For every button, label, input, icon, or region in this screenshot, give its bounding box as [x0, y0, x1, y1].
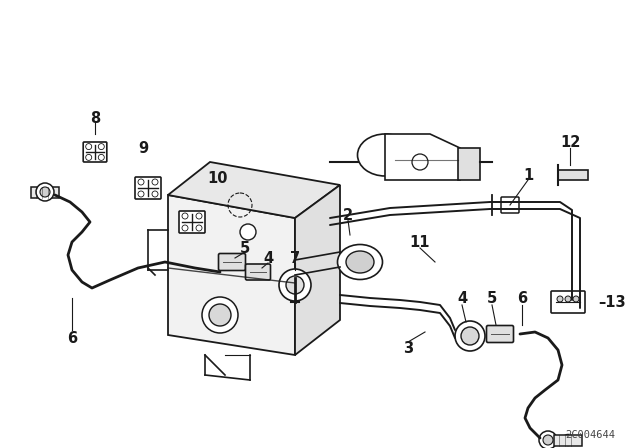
Circle shape: [279, 269, 311, 301]
Text: 5: 5: [487, 290, 497, 306]
Polygon shape: [554, 435, 582, 445]
Ellipse shape: [337, 245, 383, 280]
Circle shape: [152, 191, 158, 197]
Circle shape: [543, 435, 553, 445]
Text: 11: 11: [410, 234, 430, 250]
Text: 1: 1: [523, 168, 533, 182]
Circle shape: [240, 224, 256, 240]
Text: 5: 5: [240, 241, 250, 255]
Circle shape: [539, 431, 557, 448]
Circle shape: [565, 296, 571, 302]
Circle shape: [286, 276, 304, 294]
Text: 3: 3: [403, 340, 413, 356]
Text: 10: 10: [208, 171, 228, 185]
Circle shape: [36, 183, 54, 201]
Text: 6: 6: [517, 290, 527, 306]
Circle shape: [99, 155, 104, 160]
FancyBboxPatch shape: [486, 326, 513, 343]
Polygon shape: [168, 162, 340, 218]
Ellipse shape: [346, 251, 374, 273]
Circle shape: [138, 179, 144, 185]
Circle shape: [209, 304, 231, 326]
Circle shape: [196, 225, 202, 231]
Polygon shape: [168, 195, 295, 355]
Circle shape: [86, 155, 92, 160]
FancyBboxPatch shape: [501, 197, 519, 213]
Polygon shape: [295, 185, 340, 355]
FancyBboxPatch shape: [551, 291, 585, 313]
FancyBboxPatch shape: [218, 254, 246, 271]
Polygon shape: [31, 186, 59, 198]
Polygon shape: [458, 148, 480, 180]
Text: 2C004644: 2C004644: [565, 430, 615, 440]
FancyBboxPatch shape: [246, 264, 271, 280]
Circle shape: [412, 154, 428, 170]
Text: 6: 6: [67, 331, 77, 345]
FancyBboxPatch shape: [135, 177, 161, 199]
Circle shape: [182, 213, 188, 219]
Polygon shape: [558, 170, 588, 180]
Circle shape: [196, 213, 202, 219]
Circle shape: [461, 327, 479, 345]
FancyBboxPatch shape: [179, 211, 205, 233]
FancyBboxPatch shape: [83, 142, 107, 162]
Text: –13: –13: [598, 294, 626, 310]
Text: 7: 7: [290, 250, 300, 266]
Circle shape: [557, 296, 563, 302]
Circle shape: [40, 187, 50, 197]
Circle shape: [202, 297, 238, 333]
Circle shape: [182, 225, 188, 231]
Ellipse shape: [358, 134, 413, 176]
Text: 12: 12: [560, 134, 580, 150]
Circle shape: [152, 179, 158, 185]
Text: 2: 2: [343, 207, 353, 223]
Ellipse shape: [563, 435, 573, 445]
Text: 8: 8: [90, 111, 100, 125]
Ellipse shape: [40, 186, 51, 198]
Circle shape: [138, 191, 144, 197]
Circle shape: [99, 144, 104, 150]
Text: 4: 4: [457, 290, 467, 306]
Circle shape: [455, 321, 485, 351]
Text: 4: 4: [263, 250, 273, 266]
Circle shape: [573, 296, 579, 302]
Text: 9: 9: [138, 141, 148, 155]
Circle shape: [86, 144, 92, 150]
Polygon shape: [385, 134, 460, 180]
